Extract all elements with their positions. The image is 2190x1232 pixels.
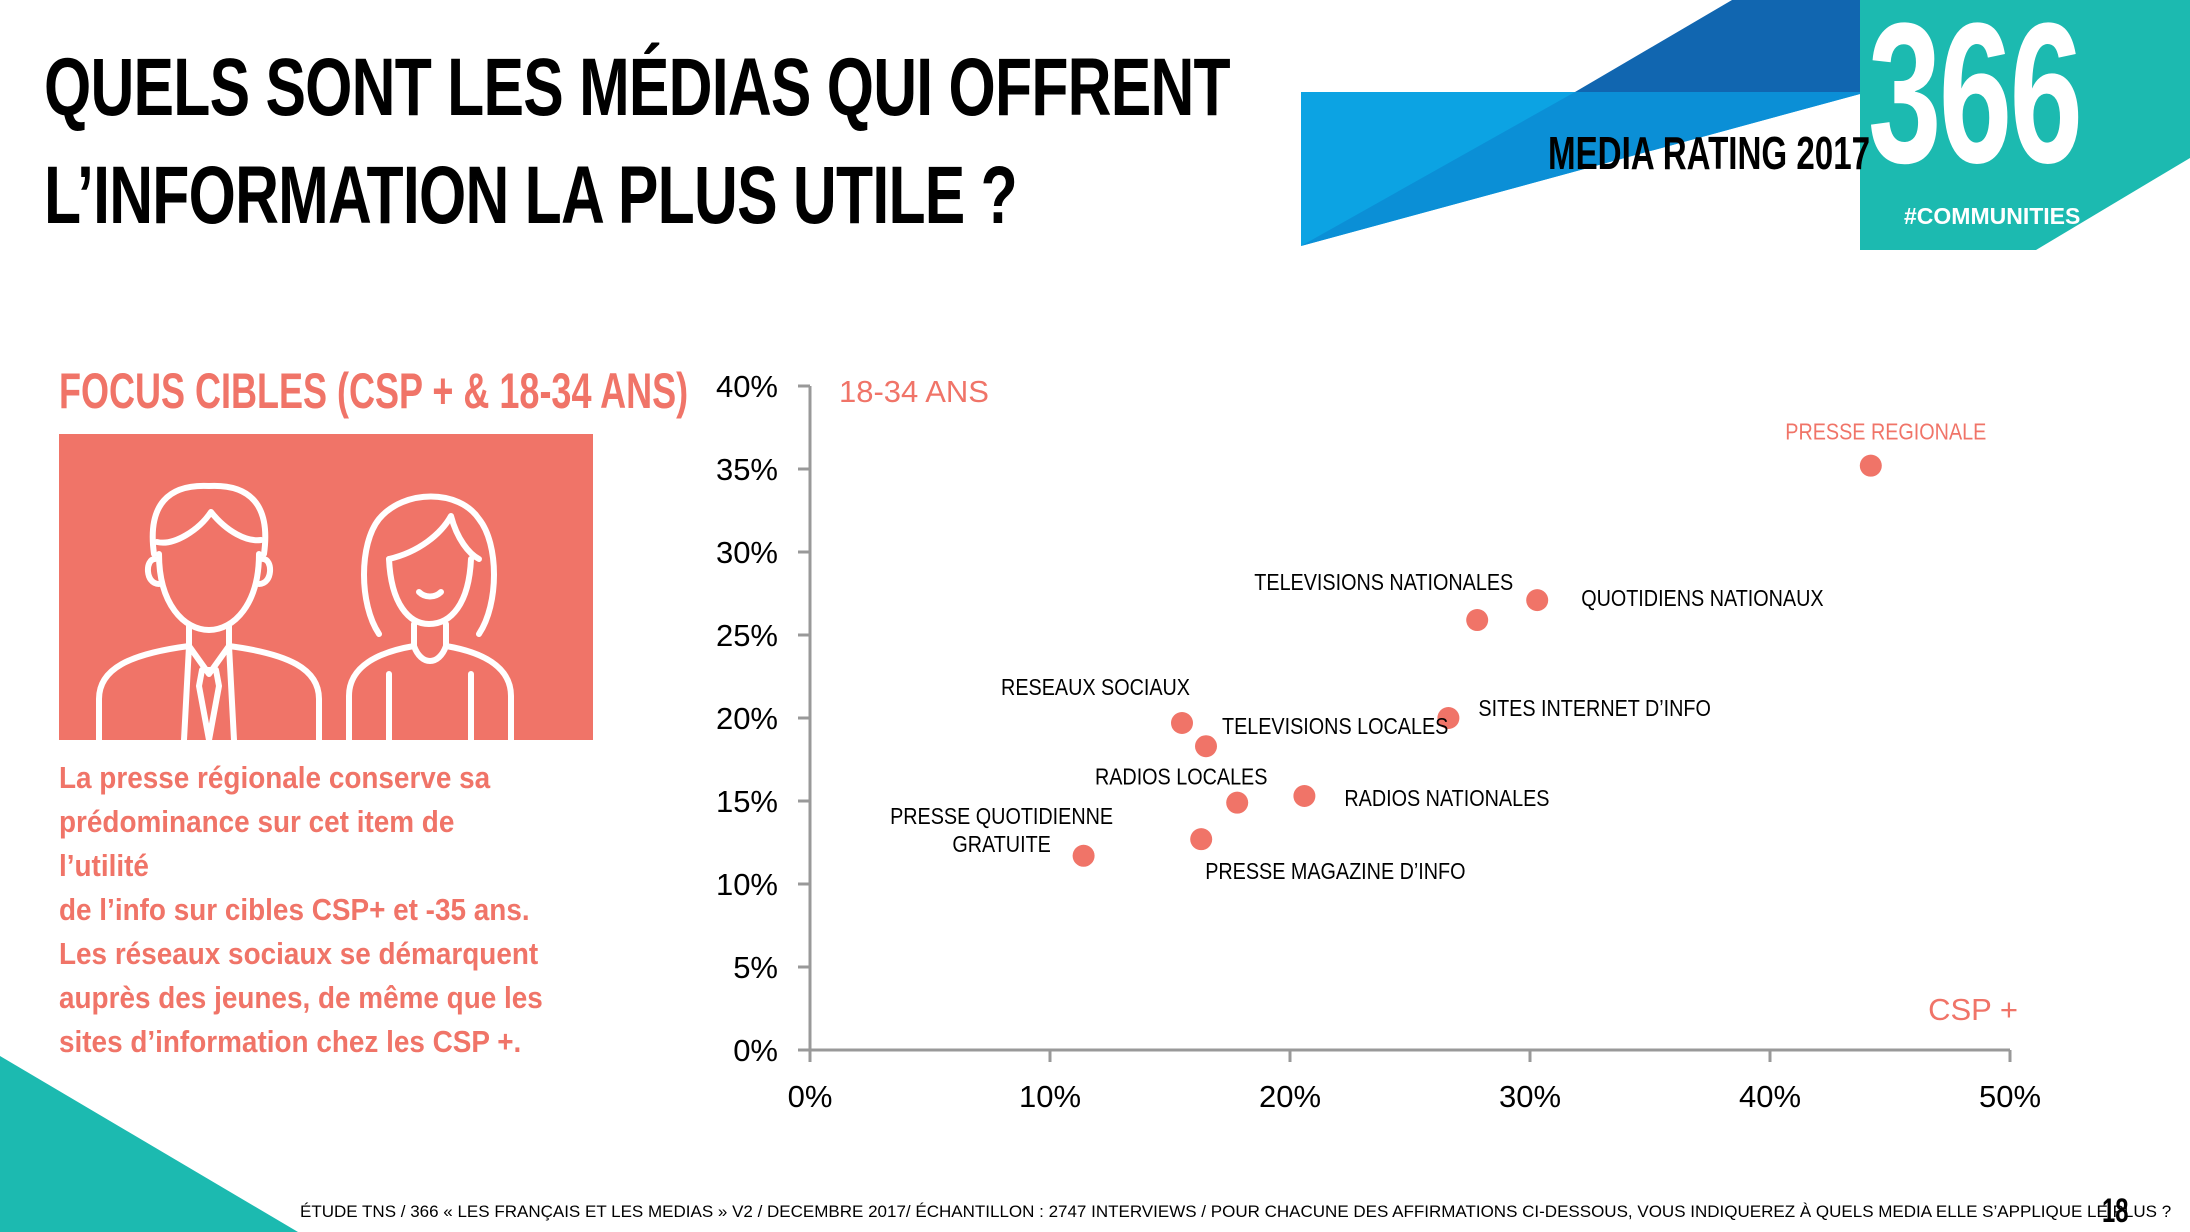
man-icon <box>96 482 322 740</box>
data-point <box>1171 711 1193 734</box>
data-point-label: PRESSE MAGAZINE D’INFO <box>1205 859 1465 885</box>
x-tick-label: 10% <box>1019 1079 1081 1114</box>
page-title-line-1: QUELS SONT LES MÉDIAS QUI OFFRENT <box>44 42 1231 133</box>
people-illustration <box>59 434 593 740</box>
media-rating-label: MEDIA RATING 2017 <box>1548 127 1871 179</box>
y-axis-label: 18-34 ANS <box>839 374 989 409</box>
y-tick-label: 0% <box>733 1033 778 1068</box>
data-point-label: TELEVISIONS NATIONALES <box>1254 570 1513 596</box>
source-footnote: ÉTUDE TNS / 366 « LES FRANÇAIS ET LES ME… <box>300 1202 2172 1221</box>
data-point-label: TELEVISIONS LOCALES <box>1222 714 1448 740</box>
axis-ticks: 0% 5% 10% 15% 20% 25% 30% 35% 40% 0% 10% 20% 30% 40% 5… <box>716 369 2041 1114</box>
data-point <box>1526 589 1549 612</box>
x-tick-label: 40% <box>1739 1079 1801 1114</box>
focus-title: FOCUS CIBLES (CSP + & 18-34 ANS) <box>59 363 689 419</box>
x-tick-label: 50% <box>1979 1079 2041 1114</box>
y-tick-label: 25% <box>716 618 778 653</box>
woman-icon <box>346 493 514 740</box>
data-point <box>1466 609 1489 632</box>
y-tick-label: 10% <box>716 867 778 902</box>
logo-number: 366 <box>1868 0 2083 205</box>
logo-hashtag: #COMMUNITIES <box>1904 203 2081 229</box>
data-point-label: SITES INTERNET D’INFO <box>1478 696 1710 722</box>
focus-text-line: de l’info sur cibles CSP+ et -35 ans. <box>59 892 530 927</box>
x-tick-label: 20% <box>1259 1079 1321 1114</box>
logo-background <box>1860 0 2190 250</box>
data-point-label: RADIOS NATIONALES <box>1344 786 1549 812</box>
data-points: PRESSE REGIONALE QUOTIDIENS NATIONAUX TELE… <box>890 419 1986 884</box>
data-point <box>1072 844 1095 867</box>
data-point <box>1226 791 1249 814</box>
x-axis-label: CSP + <box>1928 992 2018 1027</box>
focus-text-line: sites d’information chez les CSP +. <box>59 1024 522 1059</box>
x-tick-label: 0% <box>788 1079 833 1114</box>
data-point <box>1293 785 1316 808</box>
illustration-background <box>59 434 593 740</box>
data-point-label: RESEAUX SOCIAUX <box>1001 675 1190 701</box>
page-title: QUELS SONT LES MÉDIAS QUI OFFRENT L’INFO… <box>44 34 1231 250</box>
page-number: 18 <box>2102 1192 2129 1230</box>
data-point-label: PRESSE REGIONALE <box>1785 419 1986 445</box>
y-tick-label: 5% <box>733 950 778 985</box>
data-point-label: QUOTIDIENS NATIONAUX <box>1581 586 1823 612</box>
focus-text-line: La presse régionale conserve sa <box>59 760 491 795</box>
focus-text-line: auprès des jeunes, de même que les <box>59 980 543 1015</box>
data-point-label: RADIOS LOCALES <box>1095 764 1267 790</box>
focus-text-line: prédominance sur cet item de l’utilité <box>59 804 455 883</box>
x-tick-label: 30% <box>1499 1079 1561 1114</box>
y-tick-label: 30% <box>716 535 778 570</box>
corner-teal-triangle <box>0 1056 298 1232</box>
y-tick-label: 35% <box>716 452 778 487</box>
data-point <box>1859 454 1882 477</box>
y-tick-label: 20% <box>716 701 778 736</box>
data-point <box>1195 735 1217 758</box>
page-title-line-2: L’INFORMATION LA PLUS UTILE ? <box>44 150 1018 241</box>
focus-description: La presse régionale conserve sa prédomin… <box>59 756 545 1064</box>
banner-dark-blue-shape <box>1575 0 1860 92</box>
data-point <box>1437 707 1460 729</box>
focus-text-line: Les réseaux sociaux se démarquent <box>59 936 539 971</box>
y-tick-label: 40% <box>716 369 778 404</box>
data-point <box>1190 828 1213 851</box>
data-point-label: PRESSE QUOTIDIENNE GRATUITE <box>890 803 1113 857</box>
y-tick-label: 15% <box>716 784 778 819</box>
banner-mid-blue-shape <box>1301 92 1860 246</box>
